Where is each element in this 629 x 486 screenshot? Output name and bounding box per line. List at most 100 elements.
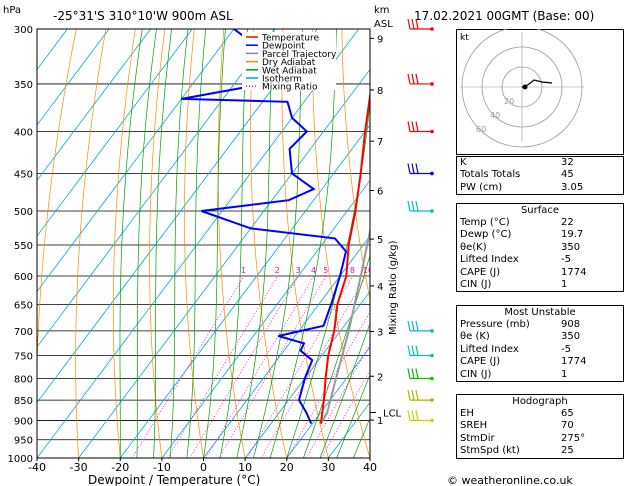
dry-adiabat — [217, 29, 246, 458]
dry-adiabat — [112, 29, 136, 458]
wet-adiabat — [269, 29, 337, 458]
dewpoint-line — [181, 29, 348, 425]
x-tick-label: 30 — [321, 461, 335, 474]
row-value: 32 — [561, 157, 574, 168]
row-value: 65 — [561, 408, 574, 419]
mixing-ratio-label: 25 — [420, 266, 430, 275]
pressure-tick-label: 400 — [14, 128, 33, 139]
mixing-ratio-label: 2 — [275, 266, 280, 275]
datetime-title: 17.02.2021 00GMT (Base: 00) — [414, 9, 594, 23]
dry-adiabat — [149, 29, 166, 458]
isotherm — [37, 29, 68, 71]
table-row: CAPE (J) 1774 — [457, 267, 623, 279]
axes: 3003504004505005506006507007508008509009… — [8, 25, 402, 474]
wind-barb-dot — [430, 209, 434, 213]
table-row: Totals Totals 45 — [457, 169, 623, 181]
wind-barb-dot — [430, 82, 434, 86]
isotherm — [286, 346, 370, 458]
km-tick-label: 3 — [377, 327, 383, 338]
km-label: km — [374, 5, 390, 16]
table-row: EH 65 — [457, 408, 623, 420]
wind-barb-flag — [407, 163, 411, 174]
km-tick-label: 7 — [377, 137, 383, 148]
dry-adiabat — [184, 29, 204, 458]
row-value: 70 — [561, 420, 574, 432]
pressure-tick-label: 750 — [14, 351, 33, 362]
hodograph-table-title: Hodograph — [512, 396, 568, 407]
legend-label: Parcel Trajectory — [262, 50, 337, 60]
pressure-tick-label: 650 — [14, 301, 33, 312]
wind-barb-dot — [430, 129, 434, 134]
wind-barb-flag — [411, 320, 415, 332]
location-title: -25°31'S 310°10'W 900m ASL — [53, 9, 233, 23]
table-row: StmSpd (kt) 25 — [457, 445, 623, 457]
wet-adiabat — [219, 29, 249, 458]
table-row: SREH 70 — [457, 420, 623, 432]
hpa-label: hPa — [3, 5, 21, 16]
isotherm — [78, 68, 370, 458]
temperature-line — [319, 88, 370, 424]
row-value: 19.7 — [561, 229, 584, 241]
wet-adiabat — [253, 29, 303, 458]
hodograph-ring-label: 40 — [490, 111, 500, 120]
table-row: Lifted Index -5 — [457, 344, 623, 356]
wet-adiabat — [119, 29, 143, 458]
x-tick-label: -30 — [70, 461, 88, 474]
wet-adiabat — [236, 29, 274, 458]
row-label: CAPE (J) — [460, 356, 501, 368]
row-label: CIN (J) — [460, 278, 492, 290]
row-label: θe (K) — [460, 331, 490, 343]
row-value: 3.05 — [561, 181, 584, 193]
x-axis-label: Dewpoint / Temperature (°C) — [88, 473, 260, 486]
row-label: StmDir — [460, 432, 495, 444]
pressure-tick-label: 700 — [14, 327, 33, 338]
row-value: 350 — [561, 331, 581, 343]
km-tick-label: 6 — [377, 186, 383, 197]
table-row: Temp (°C) 22 — [457, 217, 623, 229]
wind-barb-flag — [411, 200, 415, 212]
indices-table: K 32 Totals Totals 45 PW (cm) 3.05 — [456, 156, 624, 196]
wind-barb-dot — [430, 398, 434, 402]
mixing-ratio-label: 10 — [363, 266, 373, 275]
row-value: 45 — [561, 169, 574, 181]
wet-adiabat — [336, 373, 370, 458]
row-label: Lifted Index — [460, 343, 519, 355]
row-value: 1 — [561, 368, 568, 380]
plot-frame — [36, 28, 371, 459]
pressure-tick-label: 450 — [14, 169, 33, 180]
pressure-tick-label: 500 — [14, 207, 33, 218]
x-tick-label: 10 — [238, 461, 252, 474]
wind-barb-flag — [411, 389, 415, 401]
wind-barb-flag — [407, 121, 411, 132]
mixing-ratio-label: 4 — [311, 266, 316, 275]
table-row: CAPE (J) 1774 — [457, 356, 623, 368]
isotherm — [37, 29, 110, 126]
km-tick-label: 8 — [377, 86, 383, 97]
table-row: CIN (J) 1 — [457, 369, 623, 381]
wet-adiabat — [203, 29, 226, 458]
wind-barb-flag — [411, 163, 415, 174]
isotherm — [37, 29, 193, 237]
table-row: Lifted Index -5 — [457, 254, 623, 266]
wind-barb-flag — [415, 73, 419, 85]
legend-label: Dry Adiabat — [262, 58, 316, 68]
wet-adiabat — [153, 29, 173, 458]
row-value: 1774 — [561, 356, 587, 368]
wind-barb-flag — [407, 410, 411, 421]
wind-barb-flag — [407, 389, 411, 401]
km-tick-label: 9 — [377, 34, 383, 45]
table-row: StmDir 275° — [457, 433, 623, 445]
row-label: EH — [460, 408, 474, 419]
row-label: Lifted Index — [460, 254, 519, 266]
pressure-tick-label: 300 — [14, 25, 33, 36]
dry-adiabat — [341, 29, 370, 302]
wind-barb-flag — [407, 73, 411, 85]
mixing-ratio-line — [189, 275, 299, 458]
row-value: 1 — [561, 278, 568, 290]
wind-barb-flag — [415, 345, 419, 356]
dry-adiabat — [75, 29, 107, 458]
table-row: PW (cm) 3.05 — [457, 182, 623, 194]
isotherm — [244, 290, 370, 458]
row-label: θe(K) — [460, 241, 487, 253]
row-value: 908 — [561, 319, 581, 330]
